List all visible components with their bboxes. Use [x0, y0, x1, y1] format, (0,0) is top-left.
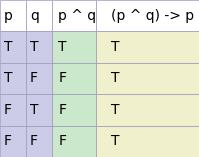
- Bar: [52, 31, 96, 63]
- Bar: [96, 94, 199, 126]
- Text: q: q: [30, 9, 39, 23]
- Text: p: p: [4, 9, 13, 23]
- Text: F: F: [58, 103, 66, 117]
- Text: T: T: [58, 40, 67, 54]
- Text: T: T: [4, 40, 12, 54]
- Bar: [26, 126, 52, 157]
- Text: T: T: [111, 40, 120, 54]
- Bar: [52, 63, 96, 94]
- Bar: [96, 31, 199, 63]
- Bar: [0, 0, 26, 31]
- Bar: [52, 126, 96, 157]
- Bar: [26, 0, 52, 31]
- Text: p ^ q: p ^ q: [58, 9, 97, 23]
- Text: (p ^ q) -> p: (p ^ q) -> p: [111, 9, 194, 23]
- Text: F: F: [4, 134, 12, 148]
- Text: F: F: [30, 134, 38, 148]
- Bar: [26, 63, 52, 94]
- Text: T: T: [4, 71, 12, 86]
- Text: F: F: [4, 103, 12, 117]
- Text: T: T: [30, 40, 38, 54]
- Text: T: T: [111, 134, 120, 148]
- Bar: [52, 94, 96, 126]
- Bar: [0, 63, 26, 94]
- Bar: [96, 63, 199, 94]
- Bar: [0, 31, 26, 63]
- Text: T: T: [111, 103, 120, 117]
- Text: T: T: [30, 103, 38, 117]
- Bar: [96, 0, 199, 31]
- Bar: [52, 0, 96, 31]
- Text: F: F: [58, 134, 66, 148]
- Text: T: T: [111, 71, 120, 86]
- Bar: [26, 31, 52, 63]
- Bar: [96, 126, 199, 157]
- Text: F: F: [58, 71, 66, 86]
- Bar: [26, 94, 52, 126]
- Bar: [0, 94, 26, 126]
- Bar: [0, 126, 26, 157]
- Text: F: F: [30, 71, 38, 86]
